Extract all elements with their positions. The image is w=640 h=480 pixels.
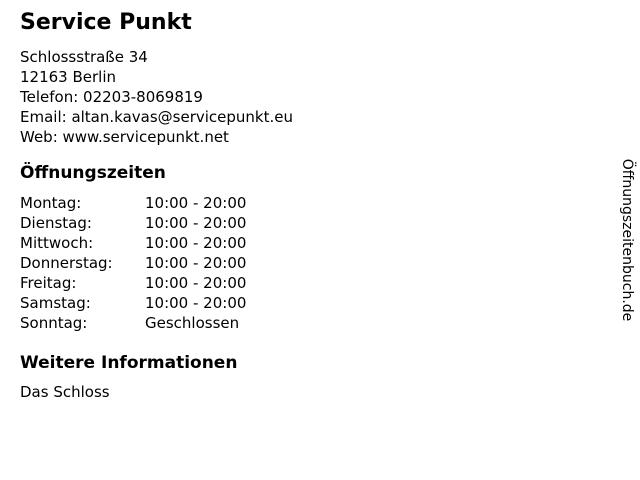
contact-block: Schlossstraße 34 12163 Berlin Telefon: 0… [20, 47, 600, 147]
opening-hours-heading: Öffnungszeiten [20, 163, 166, 183]
email-line: Email: altan.kavas@servicepunkt.eu [20, 108, 293, 126]
business-name-heading: Service Punkt [20, 10, 192, 35]
hours-row-saturday: Samstag: 10:00 - 20:00 [20, 293, 600, 313]
web-line: Web: www.servicepunkt.net [20, 128, 229, 146]
opening-hours-table: Montag: 10:00 - 20:00 Dienstag: 10:00 - … [20, 193, 600, 333]
day-label: Freitag: [20, 274, 77, 292]
time-value: 10:00 - 20:00 [145, 214, 247, 232]
listing-content: Service Punkt Schlossstraße 34 12163 Ber… [20, 10, 600, 402]
day-label: Dienstag: [20, 214, 92, 232]
day-label: Samstag: [20, 294, 91, 312]
time-value: 10:00 - 20:00 [145, 194, 247, 212]
hours-row-sunday: Sonntag: Geschlossen [20, 313, 600, 333]
day-label: Sonntag: [20, 314, 88, 332]
day-label: Mittwoch: [20, 234, 94, 252]
day-label: Donnerstag: [20, 254, 113, 272]
time-value: 10:00 - 20:00 [145, 274, 247, 292]
hours-row-friday: Freitag: 10:00 - 20:00 [20, 273, 600, 293]
hours-row-monday: Montag: 10:00 - 20:00 [20, 193, 600, 213]
time-value: 10:00 - 20:00 [145, 294, 247, 312]
site-branding-vertical: Öffnungszeitenbuch.de [619, 158, 635, 322]
phone-line: Telefon: 02203-8069819 [20, 88, 203, 106]
hours-row-tuesday: Dienstag: 10:00 - 20:00 [20, 213, 600, 233]
street-address: Schlossstraße 34 [20, 48, 148, 66]
hours-row-wednesday: Mittwoch: 10:00 - 20:00 [20, 233, 600, 253]
more-info-text: Das Schloss [20, 383, 110, 401]
more-info-heading: Weitere Informationen [20, 353, 238, 373]
time-value: 10:00 - 20:00 [145, 234, 247, 252]
city-address: 12163 Berlin [20, 68, 117, 86]
time-value: Geschlossen [145, 314, 240, 332]
hours-row-thursday: Donnerstag: 10:00 - 20:00 [20, 253, 600, 273]
day-label: Montag: [20, 194, 82, 212]
time-value: 10:00 - 20:00 [145, 254, 247, 272]
